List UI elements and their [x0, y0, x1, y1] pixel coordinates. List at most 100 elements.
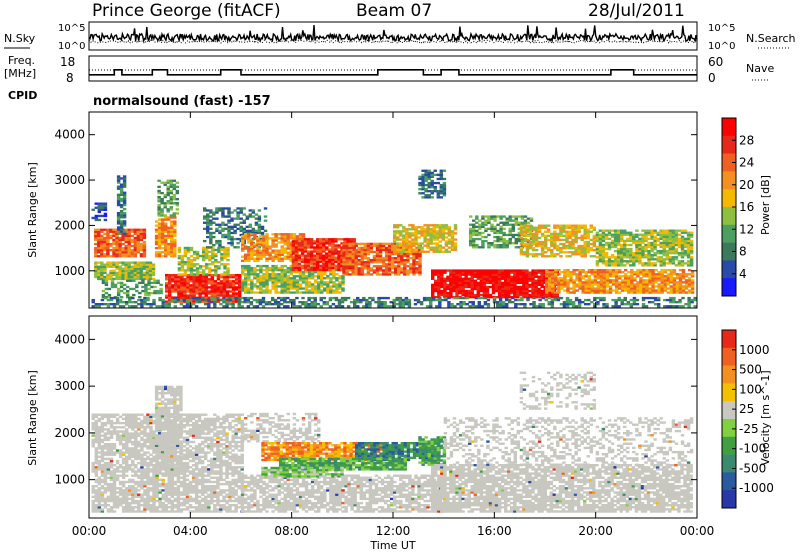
power-cell [600, 287, 603, 289]
power-cell [507, 274, 510, 276]
power-cell [498, 292, 501, 294]
power-cell [265, 279, 268, 281]
power-cell [448, 251, 451, 253]
power-cell [143, 251, 146, 253]
power-cell [678, 230, 681, 232]
power-cell [423, 236, 426, 238]
power-cell [565, 251, 568, 253]
power-cell [431, 176, 434, 178]
power-cell [247, 289, 250, 291]
power-cell [284, 233, 287, 235]
power-cell [313, 261, 316, 263]
power-cell [168, 294, 171, 296]
power-cell [526, 255, 529, 257]
power-cell [311, 285, 314, 287]
power-cell [575, 277, 578, 279]
power-cell [250, 287, 253, 289]
power-cell [391, 253, 394, 255]
power-cell [451, 238, 454, 240]
power-cell [102, 290, 105, 292]
power-cell [402, 226, 405, 228]
power-cell [454, 245, 457, 247]
power-cell [348, 251, 351, 253]
power-cell [265, 245, 268, 247]
power-cell [565, 237, 568, 239]
power-cell [120, 184, 123, 186]
power-cell [189, 278, 192, 280]
power-cell [431, 290, 434, 292]
power-cell [173, 188, 176, 190]
power-cell [644, 254, 647, 256]
power-cell [647, 234, 650, 236]
power-cell [243, 220, 246, 222]
power-cell [661, 269, 664, 271]
power-cell [507, 278, 510, 280]
power-cell [134, 270, 137, 272]
power-cell [593, 229, 596, 231]
power-cell [131, 272, 134, 274]
power-cell [106, 266, 109, 268]
power-cell [218, 226, 221, 228]
power-cell [464, 276, 467, 278]
power-cell [236, 218, 239, 220]
power-cell [159, 284, 162, 286]
power-cell [292, 261, 295, 263]
power-cell [602, 244, 605, 246]
power-cell [141, 290, 144, 292]
power-cell [184, 253, 187, 255]
power-cell [449, 284, 452, 286]
power-cell [123, 196, 126, 198]
power-cell [134, 251, 137, 253]
power-cell [418, 255, 421, 257]
power-cell [301, 240, 304, 242]
power-cell [313, 269, 316, 271]
power-cell [100, 239, 103, 241]
power-cell [271, 275, 274, 277]
power-cell [541, 253, 544, 255]
power-cell [97, 239, 100, 241]
power-cell [164, 241, 167, 243]
power-cell [314, 285, 317, 287]
power-cell [396, 242, 399, 244]
power-cell [550, 249, 553, 251]
power-cell [316, 248, 319, 250]
power-cell [249, 224, 252, 226]
power-cell [672, 246, 675, 248]
power-cell [682, 277, 685, 279]
power-cell [180, 294, 183, 296]
power-cell [316, 252, 319, 254]
power-cell [223, 288, 226, 290]
power-cell [666, 258, 669, 260]
power-cell [439, 232, 442, 234]
power-cell [486, 274, 489, 276]
power-cell [568, 241, 571, 243]
power-cell [155, 239, 158, 241]
power-cell [499, 240, 502, 242]
power-cell [681, 232, 684, 234]
power-cell [644, 250, 647, 252]
power-cell [657, 252, 660, 254]
power-cell [205, 288, 208, 290]
power-cell [433, 251, 436, 253]
power-cell [144, 286, 147, 288]
power-cell [94, 247, 97, 249]
power-cell [434, 182, 437, 184]
power-cell [304, 259, 307, 261]
power-cell [647, 232, 650, 234]
power-cell [105, 284, 108, 286]
power-cell [521, 218, 524, 220]
power-cell [226, 280, 229, 282]
power-cell [170, 249, 173, 251]
power-cell [208, 280, 211, 282]
power-cell [581, 227, 584, 229]
power-cell [236, 224, 239, 226]
power-cell [653, 242, 656, 244]
power-cell [577, 253, 580, 255]
power-cell [626, 234, 629, 236]
power-cell [455, 282, 458, 284]
power-cell [370, 259, 373, 261]
power-cell [451, 234, 454, 236]
power-cell [493, 240, 496, 242]
power-cell [574, 231, 577, 233]
power-cell [331, 263, 334, 265]
